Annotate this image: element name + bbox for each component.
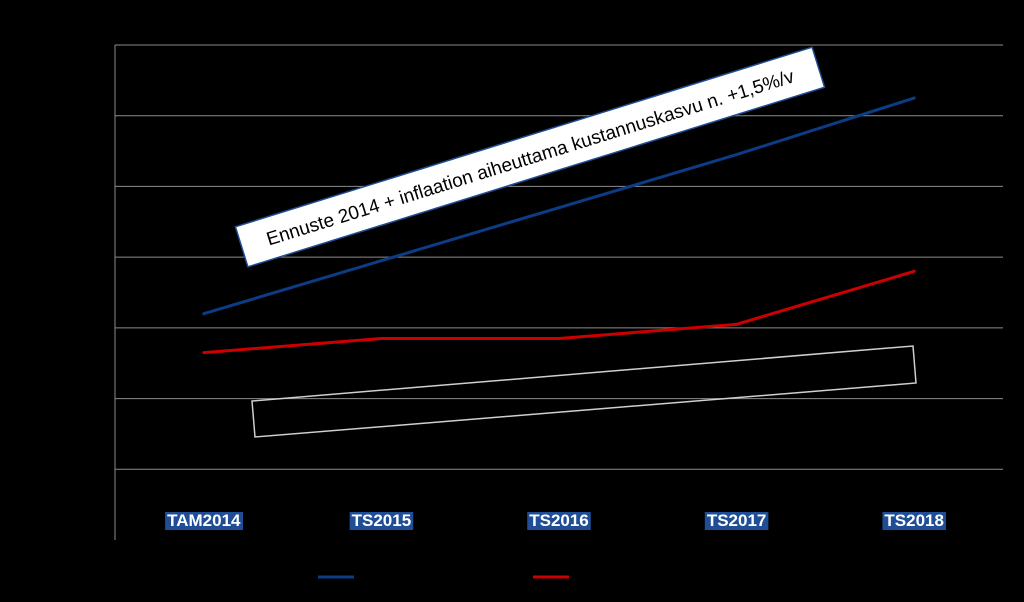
data-point	[557, 206, 561, 210]
callout-box	[234, 46, 826, 268]
x-tick-label-bg	[882, 512, 946, 530]
data-point	[557, 336, 561, 340]
data-point	[202, 351, 206, 355]
data-point	[379, 336, 383, 340]
x-tick-label-bg	[165, 512, 244, 530]
callout: Ennuste 2014 + inflaation aiheuttama kus…	[234, 46, 826, 268]
data-point	[735, 153, 739, 157]
series-line-2	[203, 269, 915, 355]
annotation-frame	[251, 345, 917, 438]
x-tick-label: TS2017	[704, 511, 769, 530]
x-tick-label: TAM2014	[165, 511, 244, 530]
data-point	[912, 96, 916, 100]
x-tick-label: TS2016	[527, 511, 591, 530]
x-tick-label-text: TS2018	[884, 511, 944, 530]
data-point	[202, 312, 206, 316]
x-tick-label: TS2015	[349, 511, 414, 530]
x-tick-label-text: TS2015	[352, 511, 412, 530]
x-tick-label-bg	[349, 512, 414, 530]
callout-text: Ennuste 2014 + inflaation aiheuttama kus…	[264, 66, 797, 250]
data-point	[912, 269, 916, 273]
category-labels: TAM2014 TS2015 TS2016 TS2017 TS2018	[165, 511, 946, 530]
x-tick-label-bg	[704, 512, 769, 530]
series-layer	[202, 96, 916, 355]
data-point	[379, 259, 383, 263]
data-point	[735, 322, 739, 326]
x-tick-label-bg	[527, 512, 591, 530]
x-tick-label-text: TS2017	[707, 511, 767, 530]
x-tick-label: TS2018	[882, 511, 946, 530]
x-tick-label-text: TS2016	[529, 511, 589, 530]
x-tick-label-text: TAM2014	[167, 511, 241, 530]
